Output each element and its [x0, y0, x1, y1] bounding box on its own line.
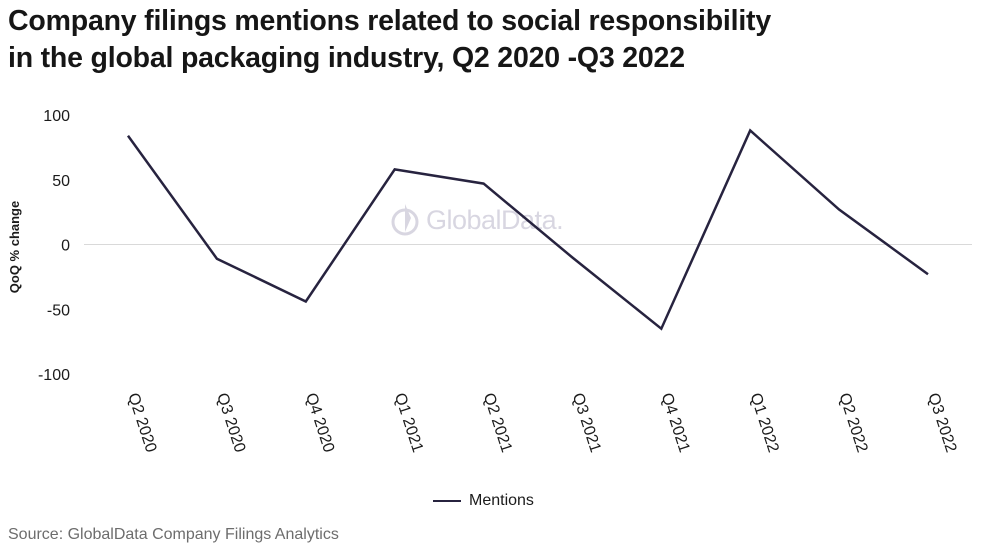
x-tick-label: Q2 2021 — [480, 391, 515, 455]
x-tick-label: Q3 2020 — [213, 391, 248, 455]
y-tick-label: 50 — [52, 173, 70, 190]
chart-title-line-2: in the global packaging industry, Q2 202… — [8, 42, 685, 74]
chart-title: Company filings mentions related to soci… — [8, 3, 968, 77]
globaldata-logo-icon — [391, 204, 419, 236]
x-tick-label: Q1 2022 — [746, 391, 781, 455]
x-tick-label: Q4 2021 — [658, 391, 693, 455]
x-tick-label: Q3 2022 — [924, 391, 959, 455]
series-line-mentions — [126, 128, 929, 331]
legend: Mentions — [433, 492, 534, 510]
x-axis-ticks: Q2 2020 Q3 2020 Q4 2020 Q1 2021 Q2 2021 Q3 20… — [124, 391, 959, 455]
y-tick-label: 0 — [61, 238, 70, 255]
legend-swatch-mentions — [433, 499, 461, 503]
y-tick-label: -50 — [47, 302, 70, 319]
y-axis-label: QoQ % change — [7, 201, 22, 293]
y-tick-label: -100 — [38, 367, 70, 384]
source-note: Source: GlobalData Company Filings Analy… — [8, 526, 339, 543]
legend-label-mentions: Mentions — [469, 492, 534, 509]
x-tick-label: Q1 2021 — [391, 391, 426, 455]
x-tick-label: Q2 2020 — [124, 391, 159, 455]
x-tick-label: Q4 2020 — [302, 391, 337, 455]
chart-title-line-1: Company filings mentions related to soci… — [8, 5, 771, 37]
x-tick-label: Q2 2022 — [835, 391, 870, 455]
y-tick-label: 100 — [43, 108, 70, 125]
x-tick-label: Q3 2021 — [569, 391, 604, 455]
line-chart: QoQ % change 100 50 0 -50 -100 Q2 2020 Q3 202… — [7, 108, 972, 455]
y-axis-ticks: 100 50 0 -50 -100 — [38, 108, 70, 384]
